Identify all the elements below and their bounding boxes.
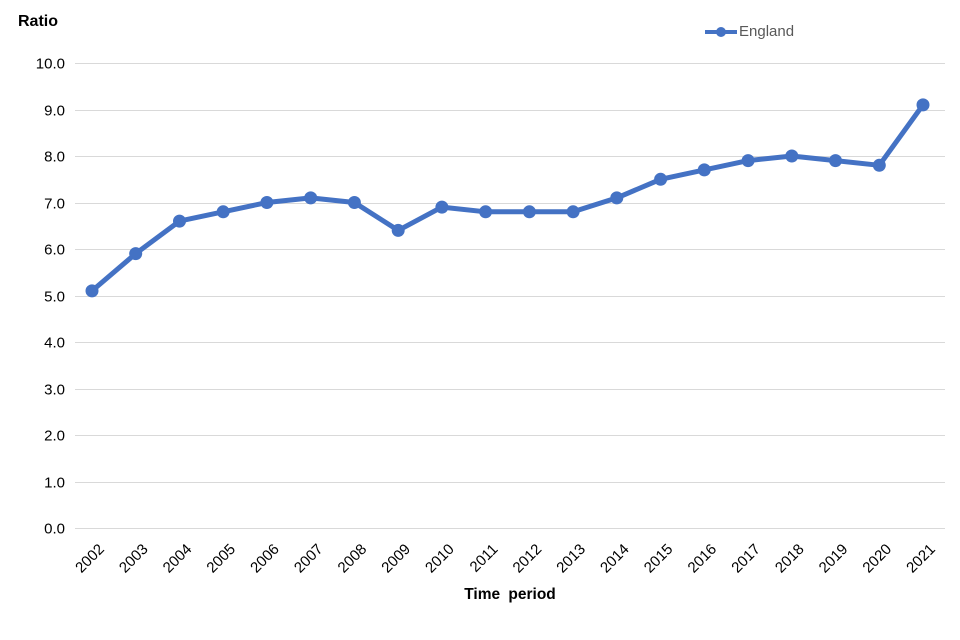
data-point — [391, 223, 405, 237]
data-point — [785, 149, 799, 163]
data-point — [173, 214, 186, 228]
data-point — [260, 196, 274, 209]
y-axis-title: Ratio — [18, 13, 58, 30]
data-point — [479, 205, 493, 219]
data-point — [347, 196, 361, 209]
data-point — [85, 284, 99, 298]
data-point — [829, 154, 842, 168]
x-tick-label: 2015 — [641, 541, 677, 577]
x-tick-label: 2014 — [597, 541, 633, 577]
y-tick-label: 6.0 — [44, 242, 65, 259]
x-tick-label: 2017 — [728, 541, 764, 577]
x-tick-label: 2011 — [467, 541, 502, 576]
x-tick-label: 2004 — [160, 541, 196, 577]
x-tick-label: 2013 — [553, 541, 589, 577]
x-tick-label: 2003 — [116, 541, 152, 577]
y-tick-label: 9.0 — [44, 103, 65, 120]
data-line — [89, 102, 926, 294]
data-point — [916, 98, 930, 112]
data-point — [872, 158, 886, 172]
data-point — [610, 191, 624, 205]
data-point — [435, 200, 449, 214]
y-tick-label: 10.0 — [36, 56, 65, 73]
data-point — [566, 205, 580, 219]
x-tick-label: 2012 — [510, 541, 546, 577]
x-tick-label: 2006 — [247, 541, 283, 577]
legend: England — [704, 23, 794, 40]
x-tick-label: 2019 — [816, 541, 852, 577]
y-tick-label: 7.0 — [44, 196, 65, 213]
x-tick-label: 2009 — [378, 541, 414, 577]
y-tick-label: 0.0 — [44, 521, 65, 538]
legend-marker — [716, 26, 726, 37]
x-tick-label: 2002 — [72, 541, 108, 577]
x-tick-label: 2021 — [903, 541, 939, 577]
y-tick-label: 8.0 — [44, 149, 65, 166]
x-tick-label: 2020 — [859, 541, 895, 577]
y-tick-label: 2.0 — [44, 428, 65, 445]
y-tick-label: 3.0 — [44, 382, 65, 399]
x-tick-label: 2016 — [685, 541, 721, 577]
x-tick-label: 2005 — [203, 541, 239, 577]
y-tick-label: 5.0 — [44, 289, 65, 306]
x-tick-label: 2010 — [422, 541, 458, 577]
data-point — [522, 205, 536, 219]
data-point — [304, 191, 318, 205]
legend-line-marker-icon — [705, 26, 737, 37]
y-tick-label: 4.0 — [44, 335, 65, 352]
legend-label: England — [739, 23, 795, 40]
x-tick-label: 2007 — [291, 541, 327, 577]
data-point — [216, 205, 230, 219]
x-tick-label: 2018 — [772, 541, 808, 577]
x-axis-title: Time period — [464, 586, 556, 603]
data-point — [654, 172, 668, 186]
data-point — [697, 163, 711, 177]
x-tick-label: 2008 — [335, 541, 371, 577]
data-point — [741, 154, 755, 168]
data-point — [129, 247, 143, 261]
y-tick-label: 1.0 — [44, 475, 65, 492]
